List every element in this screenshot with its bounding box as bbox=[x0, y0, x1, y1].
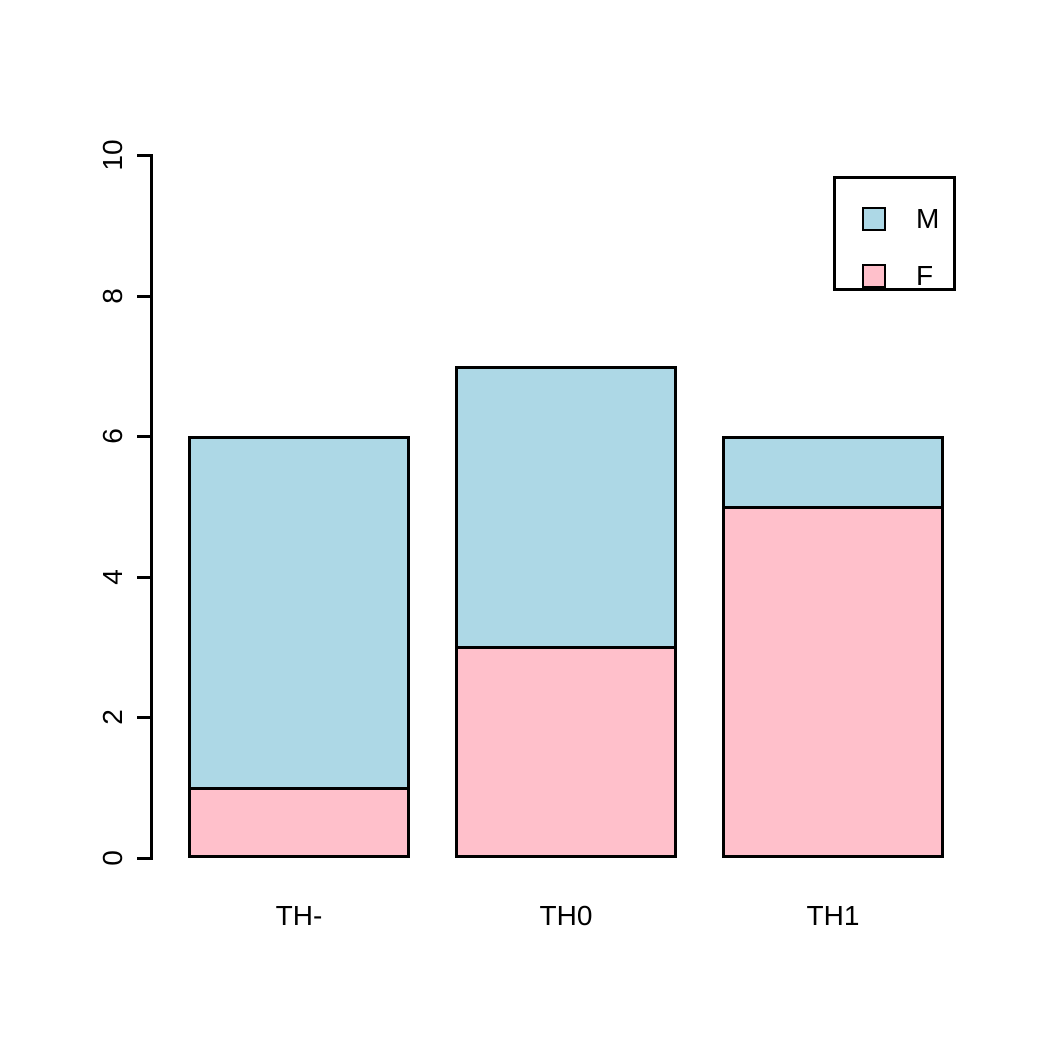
bar-outline-1 bbox=[188, 436, 410, 858]
legend-entry-m: M bbox=[862, 205, 939, 233]
bar-segment-divider bbox=[188, 787, 410, 790]
y-axis-tick bbox=[137, 154, 150, 157]
y-axis-tick bbox=[137, 435, 150, 438]
bar-outline-2 bbox=[455, 366, 677, 858]
y-axis-tick bbox=[137, 295, 150, 298]
bar-outline-3 bbox=[722, 436, 944, 858]
bar-segment-m-2 bbox=[455, 366, 677, 647]
bar-segment-m-3 bbox=[722, 436, 944, 507]
bar-segment-divider bbox=[722, 506, 944, 509]
legend-entry-f: F bbox=[862, 262, 933, 290]
legend-label-f: F bbox=[916, 260, 934, 291]
bar-segment-divider bbox=[455, 646, 677, 649]
y-axis-tick-label: 8 bbox=[97, 288, 128, 304]
x-axis-category-label: TH1 bbox=[806, 900, 860, 931]
legend-label-m: M bbox=[916, 203, 940, 234]
y-axis-line bbox=[150, 154, 153, 860]
bar-segment-f-3 bbox=[722, 507, 944, 858]
bar-segment-f-1 bbox=[188, 788, 410, 858]
x-axis-category-label: TH0 bbox=[539, 900, 593, 931]
legend-swatch-m bbox=[862, 207, 886, 231]
y-axis-tick-label: 6 bbox=[97, 428, 128, 444]
y-axis-tick bbox=[137, 716, 150, 719]
y-axis-tick-label: 10 bbox=[97, 139, 128, 171]
bar-segment-f-2 bbox=[455, 647, 677, 858]
x-axis-category-label: TH- bbox=[275, 900, 323, 931]
y-axis-tick-label: 2 bbox=[97, 709, 128, 725]
y-axis-tick-label: 4 bbox=[97, 569, 128, 585]
y-axis-tick bbox=[137, 576, 150, 579]
y-axis-tick bbox=[137, 857, 150, 860]
y-axis-tick-label: 0 bbox=[97, 850, 128, 866]
legend-swatch-f bbox=[862, 264, 886, 288]
bar-segment-m-1 bbox=[188, 436, 410, 788]
